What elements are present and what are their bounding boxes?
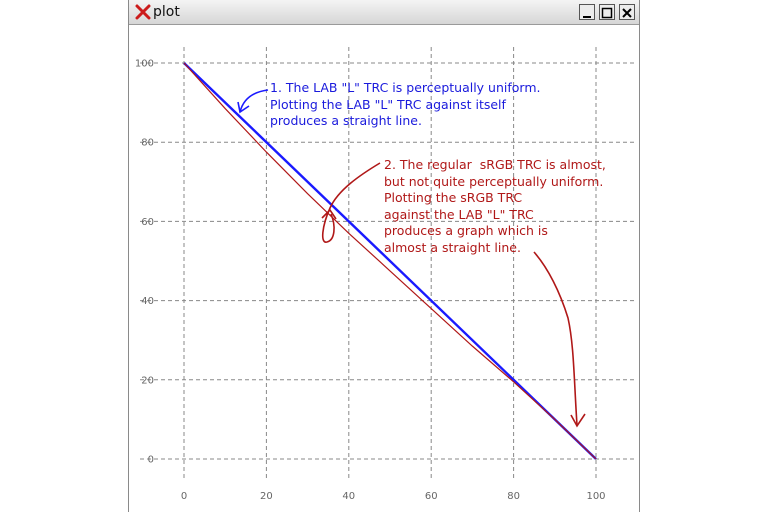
series-lines: [183, 62, 597, 460]
y-tick-label: 40: [141, 296, 154, 307]
close-button[interactable]: [619, 4, 635, 20]
minimize-icon: [583, 16, 591, 18]
x-tick-label: 40: [342, 491, 355, 502]
x-logo-icon: [135, 4, 151, 20]
title-bar[interactable]: plot: [129, 0, 639, 25]
maximize-icon: [601, 7, 613, 19]
x-tick-label: 0: [181, 491, 187, 502]
tick-labels: 0 20 40 60 80 100 0 20 40 60 80 100: [135, 59, 606, 503]
y-tick-label: 80: [141, 138, 154, 149]
window-title: plot: [153, 4, 180, 20]
y-tick-label: 100: [135, 59, 154, 70]
red-long-arrow: [533, 251, 578, 426]
y-tick-label: 20: [141, 375, 154, 386]
srgb-annotation: 2. The regular sRGB TRC is almost, but n…: [384, 157, 606, 255]
y-tick-label: 0: [148, 455, 154, 466]
red-curl-arrow: [321, 162, 381, 243]
srgb-trc-line: [183, 62, 597, 460]
red-curl-arrowhead: [321, 208, 337, 220]
x-tick-label: 20: [260, 491, 273, 502]
minimize-button[interactable]: [579, 4, 595, 20]
close-icon: [622, 8, 632, 18]
y-tick-label: 60: [141, 217, 154, 228]
annotation-arrows: [237, 89, 586, 428]
red-long-arrowhead: [570, 413, 586, 428]
lab-trc-line: [183, 62, 597, 460]
lab-annotation: 1. The LAB "L" TRC is perceptually unifo…: [270, 80, 541, 128]
x-tick-label: 60: [425, 491, 438, 502]
x-tick-label: 100: [586, 491, 605, 502]
x-tick-label: 80: [507, 491, 520, 502]
maximize-button[interactable]: [599, 4, 615, 20]
grid-lines: [140, 47, 636, 479]
blue-arrowhead: [237, 101, 250, 114]
blue-arrow: [239, 89, 269, 113]
